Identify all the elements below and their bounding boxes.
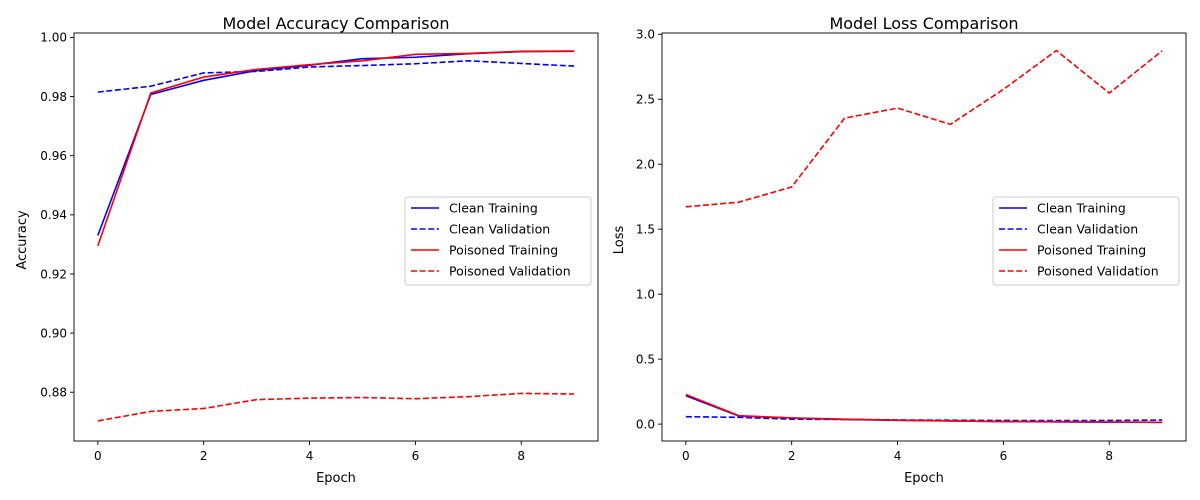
accuracy-x-tick-label: 0 (94, 449, 102, 463)
accuracy-legend-label-poisoned-validation: Poisoned Validation (449, 264, 571, 279)
loss-x-tick-label: 0 (682, 449, 690, 463)
loss-y-tick-label: 1.0 (636, 287, 655, 301)
accuracy-y-tick-label: 0.96 (40, 149, 67, 163)
loss-x-tick-label: 6 (1000, 449, 1008, 463)
loss-legend-box (992, 196, 1180, 286)
loss-chart-title: Model Loss Comparison (829, 14, 1018, 33)
accuracy-legend-label-clean-validation: Clean Validation (449, 222, 550, 237)
accuracy-series-clean-validation-line (97, 59, 575, 93)
accuracy-chart-title: Model Accuracy Comparison (222, 14, 449, 33)
loss-x-axis-label: Epoch (904, 471, 944, 486)
accuracy-series-poisoned-validation-line (97, 392, 575, 422)
accuracy-x-tick-label: 2 (200, 449, 208, 463)
accuracy-y-tick-label: 0.94 (40, 208, 67, 222)
loss-legend: Clean Training Clean Validation Poisoned T… (992, 196, 1180, 286)
loss-x-tick-label: 2 (788, 449, 796, 463)
loss-legend-label-poisoned-training: Poisoned Training (1037, 243, 1146, 258)
loss-legend-label-clean-training: Clean Training (1037, 201, 1126, 216)
loss-y-tick-label: 3.0 (636, 28, 655, 42)
accuracy-y-tick-label: 0.92 (40, 267, 67, 281)
accuracy-y-tick-label: 0.90 (40, 326, 67, 340)
accuracy-legend-label-clean-training: Clean Training (449, 201, 538, 216)
loss-y-tick-label: 2.5 (636, 93, 655, 107)
loss-series-poisoned-training-line (685, 393, 1163, 424)
loss-chart: Model Loss Comparison Epoch Loss 0 2 4 6 8 0.… (612, 14, 1187, 486)
loss-series-clean-validation-line (685, 415, 1163, 422)
accuracy-y-tick-label: 0.88 (40, 386, 67, 400)
loss-x-tick-label: 8 (1105, 449, 1113, 463)
accuracy-series-poisoned-training-line (97, 50, 575, 247)
accuracy-y-tick-label: 0.98 (40, 90, 67, 104)
accuracy-x-tick-label: 6 (412, 449, 420, 463)
accuracy-plot-frame (73, 32, 599, 442)
accuracy-x-axis-label: Epoch (316, 471, 356, 486)
loss-y-tick-label: 0.0 (636, 417, 655, 431)
accuracy-chart: Model Accuracy Comparison Epoch Accuracy… (15, 14, 599, 486)
loss-plot-frame (661, 32, 1187, 442)
loss-y-axis-label: Loss (612, 226, 627, 255)
loss-y-tick-label: 2.0 (636, 158, 655, 172)
loss-series-poisoned-validation-line (685, 49, 1163, 208)
accuracy-x-tick-label: 8 (517, 449, 525, 463)
accuracy-x-tick-label: 4 (306, 449, 314, 463)
accuracy-legend-box (404, 196, 592, 286)
accuracy-y-tick-label: 1.00 (40, 31, 67, 45)
accuracy-y-axis-label: Accuracy (15, 210, 30, 270)
accuracy-legend-label-poisoned-training: Poisoned Training (449, 243, 558, 258)
accuracy-legend: Clean Training Clean Validation Poisoned T… (404, 196, 592, 286)
loss-y-tick-label: 1.5 (636, 223, 655, 237)
loss-legend-label-poisoned-validation: Poisoned Validation (1037, 264, 1159, 279)
loss-legend-label-clean-validation: Clean Validation (1037, 222, 1138, 237)
loss-y-tick-label: 0.5 (636, 352, 655, 366)
loss-x-tick-label: 4 (894, 449, 902, 463)
